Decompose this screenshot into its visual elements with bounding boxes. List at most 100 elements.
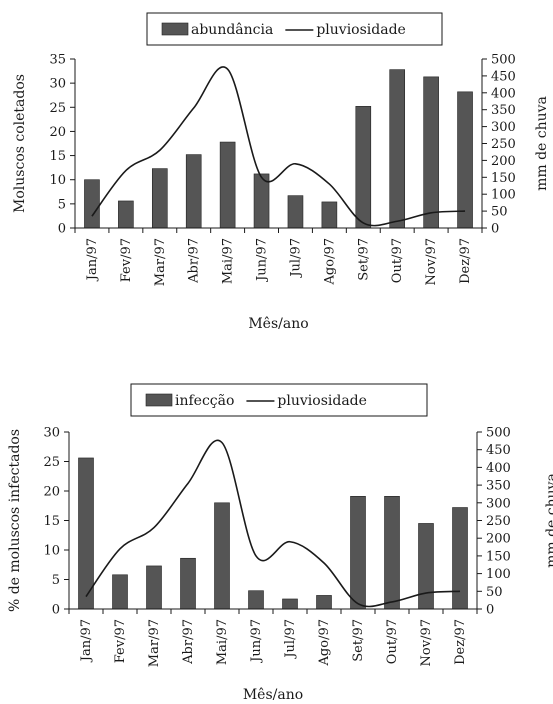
bar-Nov/97 — [418, 523, 434, 610]
y-tick-label-left: 5 — [52, 573, 60, 588]
x-tick-label: Abr/97 — [181, 619, 196, 665]
legend: infecção pluviosidade — [130, 383, 428, 417]
x-tick-label: Nov/97 — [419, 619, 434, 666]
y-tick-label-right: 50 — [486, 585, 503, 600]
y-tick-label-right: 200 — [491, 154, 516, 169]
x-tick-label: Mar/97 — [153, 238, 168, 286]
x-tick-label: Fev/97 — [113, 619, 128, 663]
bar-Abr/97 — [185, 154, 202, 229]
y-axis-title-left: Moluscos coletados — [12, 74, 28, 213]
bar-Jan/97 — [78, 457, 94, 610]
y-tick-label-right: 300 — [491, 120, 516, 135]
x-tick-label: Out/97 — [385, 619, 400, 664]
bar-Ago/97 — [321, 201, 338, 229]
legend-label-bar: abundância — [191, 22, 273, 38]
y-tick-label-right: 50 — [491, 205, 508, 220]
y-tick-label-right: 400 — [491, 86, 516, 101]
legend-swatch-bar — [145, 393, 173, 407]
bar-Out/97 — [384, 496, 400, 610]
y-tick-label-left: 0 — [52, 603, 60, 618]
legend-box — [146, 12, 443, 46]
y-tick-label-left: 10 — [43, 544, 60, 559]
rainfall-line — [91, 66, 466, 227]
y-axis-title-right: mm de chuva — [534, 96, 550, 191]
x-tick-label: Jun/97 — [249, 619, 264, 664]
y-tick-label-right: 100 — [491, 188, 516, 203]
y-tick-label-right: 450 — [491, 69, 516, 84]
y-tick-label-right: 300 — [486, 496, 511, 511]
y-tick-label-left: 20 — [43, 485, 60, 500]
bar-Dez/97 — [457, 91, 473, 229]
x-tick-label: Jul/97 — [288, 238, 303, 279]
x-tick-label: Set/97 — [356, 238, 371, 281]
x-tick-label: Ago/97 — [317, 619, 332, 666]
y-tick-label-right: 400 — [486, 461, 511, 476]
x-tick-label: Mai/97 — [221, 238, 236, 284]
x-tick-label: Jul/97 — [283, 619, 298, 660]
y-tick-label-left: 0 — [58, 222, 66, 237]
x-tick-label: Dez/97 — [453, 619, 468, 665]
x-tick-label: Ago/97 — [322, 238, 337, 285]
legend: abundância pluviosidade — [146, 12, 443, 46]
bar-Nov/97 — [423, 76, 439, 229]
bar-Jul/97 — [282, 598, 298, 610]
bar-Dez/97 — [452, 507, 468, 610]
y-tick-label-right: 150 — [491, 171, 516, 186]
y-tick-label-left: 35 — [49, 53, 66, 68]
legend-label-bar: infecção — [175, 393, 234, 409]
bar-Mar/97 — [151, 168, 168, 229]
x-axis-title: Mês/ano — [243, 687, 303, 703]
x-tick-label: Jan/97 — [79, 619, 94, 663]
bar-Fev/97 — [112, 574, 128, 610]
x-tick-label: Out/97 — [390, 238, 405, 283]
chart-2: 0510152025300501001502002503003504004505… — [7, 383, 553, 703]
y-tick-label-right: 500 — [486, 426, 511, 441]
y-tick-label-left: 15 — [43, 514, 60, 529]
y-tick-label-left: 30 — [49, 77, 66, 92]
y-tick-label-right: 250 — [486, 514, 511, 529]
x-tick-label: Mar/97 — [147, 619, 162, 667]
y-tick-label-right: 0 — [491, 222, 499, 237]
rainfall-line — [85, 439, 461, 608]
bar-Abr/97 — [180, 557, 196, 610]
x-tick-label: Jan/97 — [85, 238, 100, 282]
y-tick-label-right: 350 — [486, 479, 511, 494]
chart-1: 0510152025303505010015020025030035040045… — [12, 12, 550, 332]
y-tick-label-left: 20 — [49, 125, 66, 140]
x-tick-label: Mai/97 — [215, 619, 230, 665]
y-tick-label-left: 30 — [43, 426, 60, 441]
bar-Mai/97 — [219, 141, 236, 229]
x-tick-label: Jun/97 — [255, 238, 270, 283]
bar-Mai/97 — [214, 502, 230, 610]
x-tick-label: Nov/97 — [424, 238, 439, 285]
y-tick-label-right: 250 — [491, 137, 516, 152]
legend-label-line: pluviosidade — [277, 393, 367, 409]
y-tick-label-right: 450 — [486, 443, 511, 458]
bar-Set/97 — [350, 496, 366, 610]
bar-Jul/97 — [287, 195, 304, 229]
x-tick-label: Set/97 — [351, 619, 366, 662]
legend-label-line: pluviosidade — [316, 22, 406, 38]
y-axis-title-left: % de moluscos infectados — [7, 429, 23, 612]
y-tick-label-right: 500 — [491, 53, 516, 68]
y-tick-label-right: 100 — [486, 567, 511, 582]
x-tick-label: Dez/97 — [458, 238, 473, 284]
x-tick-label: Fev/97 — [119, 238, 134, 282]
bar-Out/97 — [389, 69, 406, 229]
y-tick-label-right: 0 — [486, 603, 494, 618]
bar-Ago/97 — [316, 595, 332, 610]
y-tick-label-right: 150 — [486, 549, 511, 564]
x-tick-label: Abr/97 — [187, 238, 202, 284]
y-axis-title-right: mm de chuva — [544, 473, 553, 568]
y-tick-label-right: 350 — [491, 103, 516, 118]
y-tick-label-left: 25 — [43, 455, 60, 470]
legend-swatch-bar — [161, 22, 189, 36]
y-tick-label-left: 25 — [49, 101, 66, 116]
bar-Fev/97 — [118, 200, 134, 229]
y-tick-label-right: 200 — [486, 532, 511, 547]
bar-Set/97 — [355, 106, 372, 229]
bar-Jan/97 — [84, 179, 100, 229]
y-tick-label-left: 15 — [49, 149, 66, 164]
x-axis-title: Mês/ano — [248, 316, 308, 332]
bar-Mar/97 — [146, 565, 162, 610]
